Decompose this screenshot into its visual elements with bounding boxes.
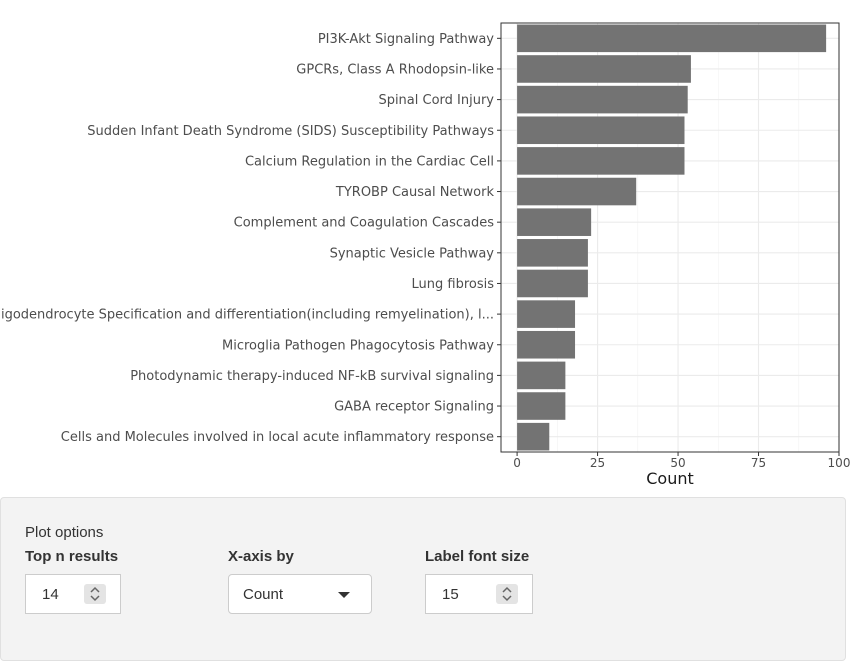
top-n-input[interactable]: 14	[25, 574, 121, 614]
bar	[517, 116, 685, 145]
x-axis-by-value: Count	[243, 586, 284, 603]
x-axis-by-label: X-axis by	[228, 548, 294, 565]
bars	[517, 24, 827, 451]
top-n-label: Top n results	[25, 548, 119, 565]
category-label: Microglia Pathogen Phagocytosis Pathway	[222, 338, 494, 353]
category-label: Sudden Infant Death Syndrome (SIDS) Susc…	[87, 124, 494, 139]
bar	[517, 361, 566, 390]
category-label: Spinal Cord Injury	[378, 93, 494, 108]
stepper-icon[interactable]	[496, 584, 518, 604]
bar	[517, 239, 588, 267]
category-label: Complement and Coagulation Cascades	[234, 216, 495, 231]
top-n-value: 14	[42, 586, 59, 603]
bar	[517, 269, 588, 298]
font-size-value: 15	[442, 586, 459, 603]
category-label: GPCRs, Class A Rhodopsin-like	[296, 62, 494, 77]
category-label: Synaptic Vesicle Pathway	[330, 246, 495, 261]
x-tick-label: 0	[513, 456, 521, 470]
bar	[517, 177, 637, 206]
caret-down-icon	[338, 592, 350, 598]
bar-chart: PI3K-Akt Signaling Pathway GPCRs, Class A…	[0, 22, 850, 488]
bar	[517, 300, 576, 328]
category-label: Oligodendrocyte Specification and differ…	[0, 308, 494, 323]
x-tick-label: 100	[828, 456, 851, 470]
plot-panel-border	[500, 22, 840, 453]
x-tick-label: 25	[590, 456, 605, 470]
bar	[517, 208, 592, 236]
category-label: Calcium Regulation in the Cardiac Cell	[245, 154, 494, 169]
category-label: TYROBP Causal Network	[335, 185, 495, 200]
bar	[517, 147, 685, 175]
bar	[517, 85, 688, 114]
bar	[517, 330, 576, 359]
x-tick-label: 75	[751, 456, 766, 470]
font-size-input[interactable]: 15	[425, 574, 533, 614]
bar	[517, 55, 691, 83]
font-size-label: Label font size	[425, 548, 530, 565]
x-axis-title: Count	[646, 469, 694, 488]
x-axis-ticks: 0 25 50 75 100	[513, 452, 850, 470]
category-label: Lung fibrosis	[412, 277, 495, 292]
bar	[517, 392, 566, 420]
stepper-icon[interactable]	[84, 584, 106, 604]
x-axis-by-select[interactable]: Count	[228, 574, 372, 614]
plot-options-panel: Plot options Top n results 14 X-axis by …	[0, 497, 846, 661]
panel-title: Plot options	[25, 524, 104, 541]
category-label: Cells and Molecules involved in local ac…	[61, 430, 494, 445]
bar	[517, 24, 827, 53]
category-label: PI3K-Akt Signaling Pathway	[318, 32, 494, 47]
x-tick-label: 50	[670, 456, 685, 470]
category-labels: PI3K-Akt Signaling Pathway GPCRs, Class A…	[0, 32, 501, 445]
bar	[517, 422, 550, 451]
category-label: Photodynamic therapy-induced NF-kB survi…	[130, 369, 494, 384]
category-label: GABA receptor Signaling	[334, 400, 494, 415]
